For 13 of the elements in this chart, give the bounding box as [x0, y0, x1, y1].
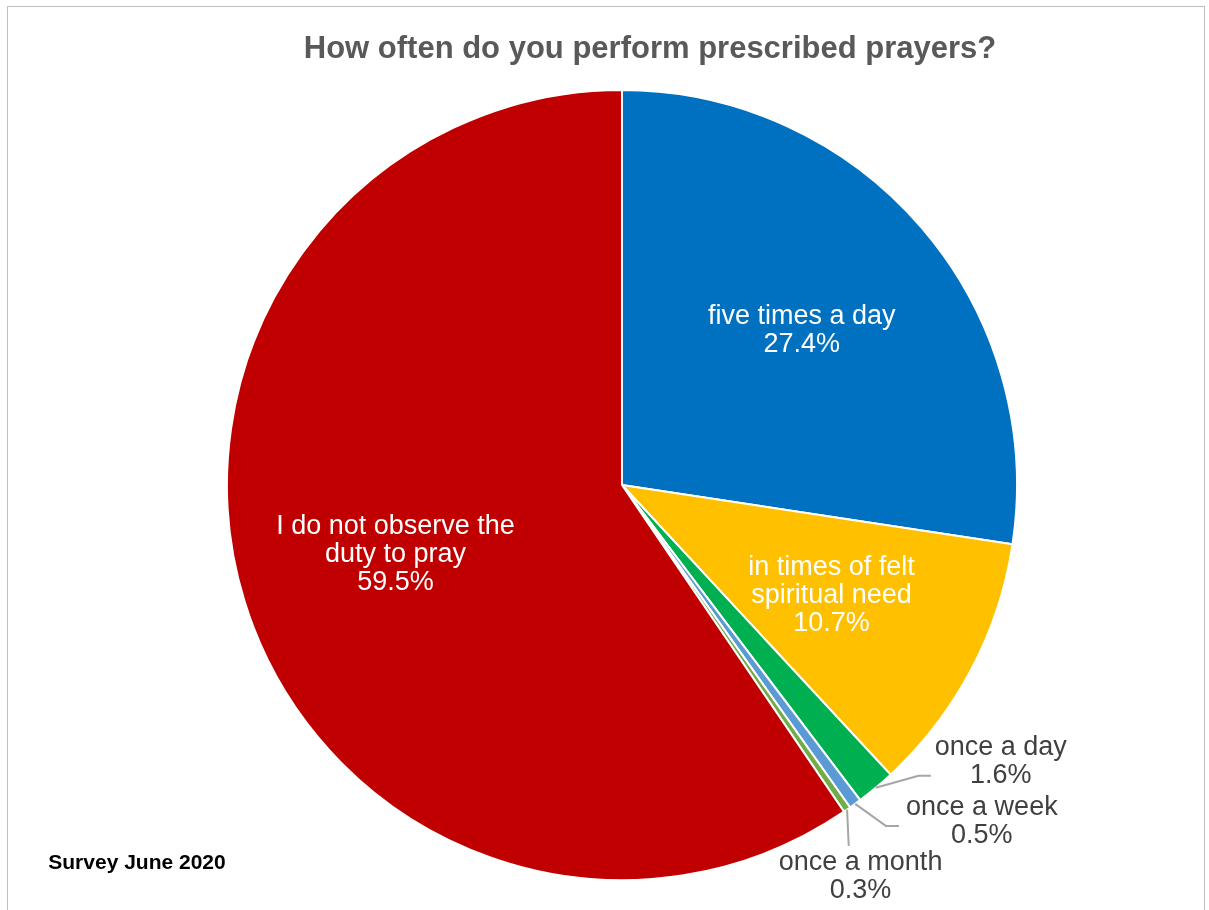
- slice-label: in times of felt spiritual need: [748, 551, 916, 610]
- slice-label: once a week: [906, 791, 1059, 822]
- chart-title: How often do you perform prescribed prayers?: [302, 30, 998, 66]
- data-label: 10.7%: [793, 607, 870, 638]
- slice-label: five times a day: [707, 299, 897, 330]
- slice-label: once a day: [934, 731, 1068, 762]
- text: Survey June 2020: [47, 849, 227, 875]
- data-label: 1.6%: [970, 759, 1032, 790]
- slice-label: I do not observe the duty to pray: [276, 510, 515, 569]
- data-label: 0.5%: [951, 819, 1013, 850]
- data-label: 27.4%: [763, 327, 841, 358]
- data-label: 0.3%: [829, 873, 892, 904]
- slice-label: once a month: [778, 845, 943, 876]
